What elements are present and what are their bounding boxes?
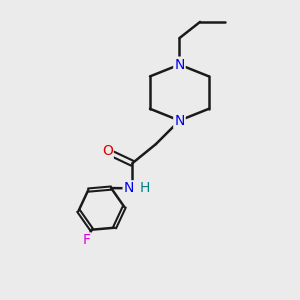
Text: F: F xyxy=(83,233,91,248)
Text: O: O xyxy=(102,145,113,158)
Text: H: H xyxy=(140,181,150,195)
Text: N: N xyxy=(174,114,184,128)
Text: N: N xyxy=(174,58,184,72)
Text: N: N xyxy=(124,181,134,195)
